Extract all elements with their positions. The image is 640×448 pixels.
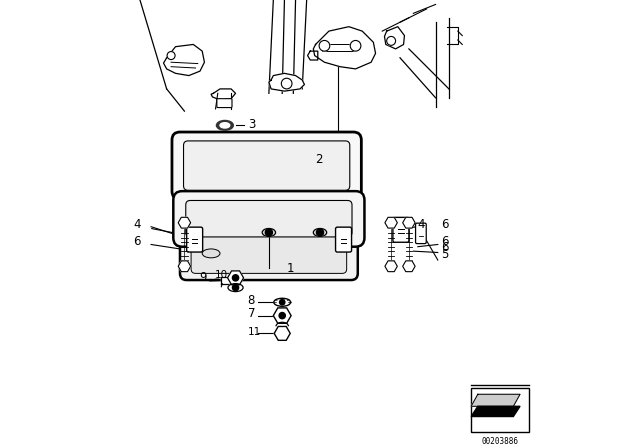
Text: 5: 5	[442, 248, 449, 261]
Circle shape	[387, 36, 396, 45]
Circle shape	[282, 78, 292, 89]
Ellipse shape	[262, 228, 276, 237]
Text: 7: 7	[248, 307, 255, 320]
Text: 6: 6	[442, 235, 449, 248]
Ellipse shape	[274, 298, 291, 306]
FancyBboxPatch shape	[217, 99, 232, 108]
Text: 6: 6	[442, 241, 449, 254]
Polygon shape	[385, 27, 404, 49]
Circle shape	[232, 275, 239, 281]
FancyBboxPatch shape	[191, 236, 347, 273]
Text: 6: 6	[133, 235, 141, 248]
Text: 10: 10	[214, 270, 228, 280]
Circle shape	[350, 40, 361, 51]
Circle shape	[266, 229, 273, 236]
Polygon shape	[471, 406, 520, 417]
Text: 00203886: 00203886	[481, 437, 518, 446]
Text: 11: 11	[248, 327, 260, 337]
FancyBboxPatch shape	[415, 223, 426, 244]
Text: 4: 4	[133, 218, 141, 231]
FancyBboxPatch shape	[187, 227, 203, 252]
FancyBboxPatch shape	[184, 141, 350, 190]
Ellipse shape	[216, 121, 234, 130]
FancyBboxPatch shape	[335, 227, 351, 252]
FancyBboxPatch shape	[393, 217, 409, 242]
FancyBboxPatch shape	[180, 227, 358, 280]
Text: 3: 3	[248, 118, 255, 131]
Ellipse shape	[314, 228, 326, 237]
Circle shape	[280, 300, 285, 305]
Polygon shape	[471, 394, 520, 406]
Circle shape	[167, 52, 175, 60]
Circle shape	[232, 284, 239, 291]
Polygon shape	[314, 27, 376, 69]
Ellipse shape	[228, 284, 243, 292]
Circle shape	[316, 229, 324, 236]
Text: 1: 1	[286, 262, 294, 275]
Circle shape	[319, 40, 330, 51]
Text: 9: 9	[199, 271, 207, 284]
Circle shape	[279, 313, 285, 319]
Polygon shape	[221, 277, 236, 284]
Polygon shape	[211, 89, 236, 100]
Bar	[471, 388, 529, 432]
Ellipse shape	[220, 123, 230, 128]
Text: 2: 2	[315, 153, 322, 166]
Text: 6: 6	[442, 218, 449, 231]
Polygon shape	[308, 51, 318, 60]
FancyBboxPatch shape	[173, 191, 364, 247]
Text: 8: 8	[248, 293, 255, 306]
Polygon shape	[269, 73, 305, 91]
Ellipse shape	[202, 249, 220, 258]
Polygon shape	[164, 44, 204, 76]
Text: 4: 4	[418, 218, 426, 231]
FancyBboxPatch shape	[172, 132, 362, 199]
FancyBboxPatch shape	[186, 200, 352, 237]
